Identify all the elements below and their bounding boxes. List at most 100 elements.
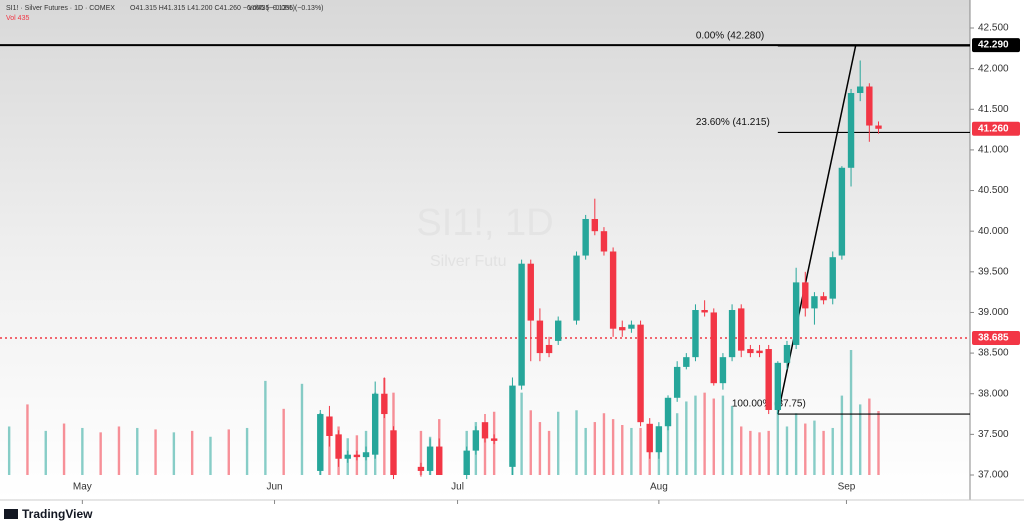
- volume-bar: [685, 401, 688, 475]
- candle-body: [683, 357, 690, 367]
- volume-bar: [547, 430, 551, 475]
- volume-bar: [538, 422, 542, 475]
- volume-bar: [703, 392, 706, 475]
- x-tick-label: Aug: [650, 482, 668, 493]
- candle-body: [802, 282, 809, 309]
- x-tick-label: Sep: [838, 482, 856, 493]
- volume-bar: [840, 395, 844, 475]
- candle-body: [353, 454, 361, 458]
- volume-bar: [675, 413, 679, 475]
- candle-body: [344, 454, 351, 459]
- volume-bar: [666, 422, 670, 475]
- candle-body: [573, 255, 580, 321]
- candle-body: [811, 296, 818, 309]
- volume-bar: [785, 426, 789, 475]
- price-label-box: [972, 331, 1020, 346]
- y-tick-label: 37.500: [978, 429, 1009, 440]
- volume-bar: [794, 413, 798, 475]
- candle-body: [555, 320, 562, 341]
- fib-level-label: 23.60% (41.215): [696, 117, 770, 128]
- volume-bar: [44, 430, 47, 475]
- y-tick-label: 37.000: [978, 470, 1009, 481]
- candle-body: [738, 308, 745, 351]
- y-tick-label: 42.500: [978, 23, 1009, 34]
- candle-body: [774, 362, 782, 410]
- candle-body: [417, 466, 425, 471]
- volume-bar: [245, 427, 249, 475]
- candle-body: [600, 231, 608, 252]
- y-tick-label: 42.000: [978, 63, 1009, 74]
- volume-bar: [328, 423, 331, 475]
- volume-bar: [804, 423, 807, 475]
- volume-bar: [172, 432, 176, 475]
- volume-bar: [822, 430, 825, 475]
- logo: [4, 509, 18, 519]
- candle-body: [591, 218, 599, 232]
- candle-body: [609, 251, 617, 329]
- price-label-box: [972, 121, 1020, 136]
- candle-body: [710, 312, 717, 384]
- candle-body: [756, 350, 763, 354]
- volume-bar: [26, 404, 29, 475]
- price-label: 38.685: [978, 333, 1009, 344]
- y-tick-label: 40.000: [978, 226, 1009, 237]
- volume-bar: [721, 395, 725, 475]
- candle-body: [426, 446, 434, 471]
- candle-body: [701, 310, 708, 313]
- header-vol: Vol435 −0.055 (−0.13%): [248, 5, 324, 12]
- candle-body: [436, 446, 443, 475]
- volume-bar: [209, 436, 212, 475]
- candle-body: [783, 344, 791, 363]
- candle-body: [829, 257, 836, 299]
- candle-body: [866, 86, 873, 126]
- candle-body: [655, 426, 663, 453]
- watermark-subtitle: Silver Futu: [430, 253, 506, 270]
- volume-bar: [767, 430, 770, 475]
- candle-body: [326, 416, 333, 436]
- candle-body: [545, 344, 553, 354]
- candle-body: [335, 434, 342, 459]
- volume-bar: [868, 398, 871, 475]
- candle-body: [719, 357, 727, 384]
- fib-level-label: 0.00% (42.280): [696, 31, 764, 42]
- y-tick-label: 41.000: [978, 145, 1009, 156]
- volume-bar: [383, 377, 386, 475]
- price-label: 41.260: [978, 123, 1009, 134]
- volume-bar: [621, 425, 624, 475]
- y-tick-label: 41.500: [978, 104, 1009, 115]
- candle-body: [692, 310, 699, 358]
- candle-body: [838, 167, 846, 256]
- candle-body: [582, 218, 589, 256]
- candle-body: [490, 438, 498, 441]
- volume-bar: [630, 427, 633, 475]
- volume-bar: [483, 433, 487, 475]
- volume-bar: [190, 430, 194, 475]
- volume-bar: [758, 432, 761, 475]
- volume-bar: [749, 430, 752, 475]
- candle-body: [317, 414, 324, 471]
- candle-body: [637, 324, 644, 423]
- y-tick-label: 38.000: [978, 388, 1009, 399]
- volume-bar: [611, 419, 615, 475]
- x-tick-label: May: [73, 482, 92, 493]
- volume-bar: [282, 408, 285, 475]
- candle-body: [856, 86, 864, 94]
- candle-body: [619, 327, 626, 331]
- brand: TradingView: [22, 507, 93, 521]
- y-tick-label: 40.500: [978, 185, 1009, 196]
- volume-bar: [154, 429, 157, 475]
- candle-body: [646, 423, 653, 453]
- header-symbol: SI1! · Silver Futures · 1D · COMEX: [6, 5, 115, 12]
- candle-body: [875, 125, 882, 129]
- volume-bar: [117, 426, 121, 475]
- volume-bar: [712, 398, 715, 475]
- volume-bar: [602, 413, 606, 475]
- volume-bar: [264, 380, 267, 475]
- volume-bar: [813, 420, 816, 475]
- volume-bar: [419, 430, 423, 475]
- y-tick-label: 39.000: [978, 307, 1009, 318]
- price-label-box: [972, 38, 1020, 53]
- volume-bar: [877, 411, 880, 475]
- volume-bar: [520, 392, 523, 475]
- candle-body: [527, 263, 534, 321]
